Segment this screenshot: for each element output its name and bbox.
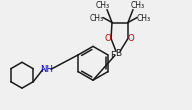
Text: CH₃: CH₃ — [90, 14, 104, 23]
Text: CH₃: CH₃ — [137, 14, 151, 23]
Text: NH: NH — [41, 65, 54, 74]
Text: O: O — [105, 34, 111, 43]
Text: F: F — [110, 51, 115, 60]
Text: CH₃: CH₃ — [131, 1, 145, 10]
Text: B: B — [115, 49, 121, 58]
Text: O: O — [128, 34, 134, 43]
Text: CH₃: CH₃ — [96, 1, 110, 10]
